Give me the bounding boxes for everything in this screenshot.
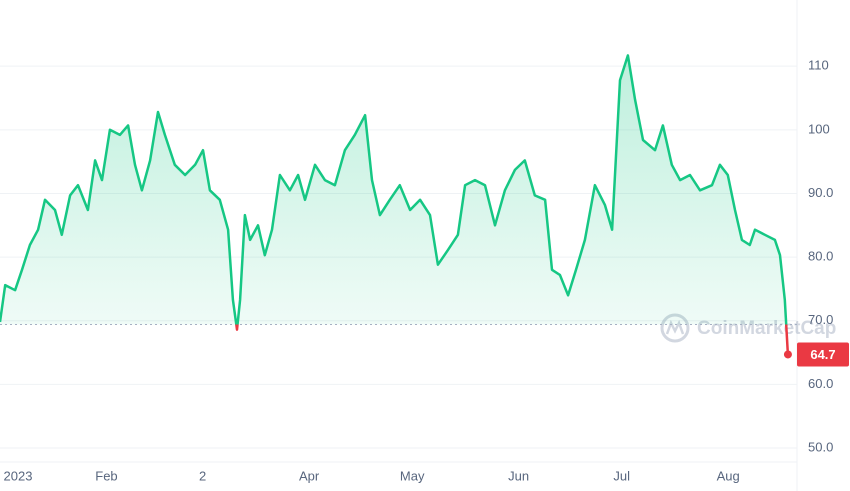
- y-tick-label: 70.0: [808, 312, 833, 327]
- x-tick-label: Aug: [717, 468, 740, 483]
- y-tick-label: 100: [808, 121, 830, 136]
- x-tick-label: 2: [199, 468, 206, 483]
- y-tick-label: 50.0: [808, 439, 833, 454]
- y-tick-label: 90.0: [808, 185, 833, 200]
- area-fill: [0, 55, 787, 325]
- x-tick-label: Jul: [613, 468, 630, 483]
- last-point: [783, 350, 792, 359]
- last-value-box: [797, 342, 849, 367]
- y-tick-label: 60.0: [808, 376, 833, 391]
- price-line: [0, 54, 788, 325]
- x-tick-label: Apr: [299, 468, 320, 483]
- x-tick-label: Jun: [508, 468, 529, 483]
- y-tick-label: 110: [808, 58, 829, 73]
- x-tick-label: 2023: [4, 468, 33, 483]
- y-tick-label: 80.0: [808, 249, 833, 264]
- x-tick-label: May: [400, 468, 425, 483]
- x-tick-label: Feb: [95, 468, 117, 483]
- last-value-label: 64.7: [810, 347, 835, 362]
